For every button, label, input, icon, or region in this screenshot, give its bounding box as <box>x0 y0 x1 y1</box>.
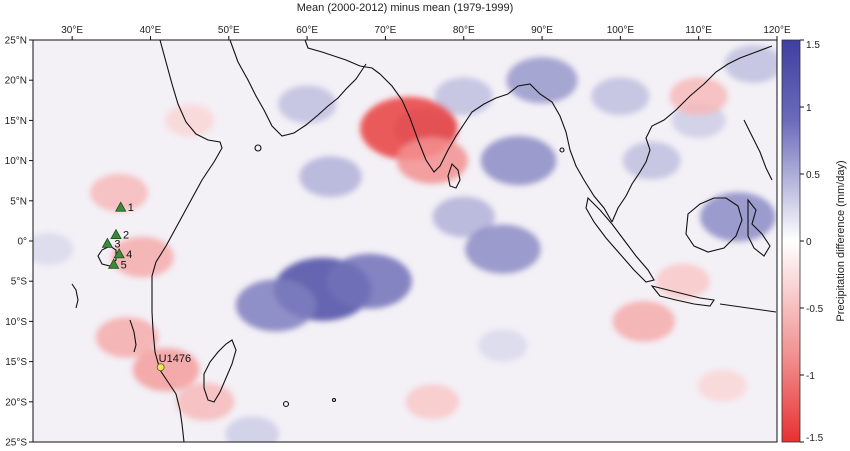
anomaly-cell-6 <box>465 224 541 274</box>
myanmar-coastline <box>507 83 613 223</box>
lat-tick-label: 25°N <box>5 36 27 47</box>
anomaly-cell-13 <box>591 77 650 116</box>
lat-tick-label: 20°S <box>5 397 27 408</box>
lon-tick-label: 60°E <box>296 25 318 36</box>
anomaly-cell-4 <box>278 85 337 124</box>
anomaly-cell-26 <box>612 301 676 342</box>
anomaly-cell-20 <box>396 137 469 184</box>
site-marker-5 <box>107 258 120 269</box>
anomaly-cell-1 <box>235 279 316 332</box>
anomaly-cell-8 <box>506 56 578 104</box>
site-marker-1 <box>115 201 127 212</box>
anomaly-cell-16 <box>478 329 528 362</box>
colorbar-tick-label: 0 <box>806 237 812 248</box>
anomaly-cell-23 <box>95 317 159 358</box>
lon-tick-label: 70°E <box>375 25 397 36</box>
lon-tick-label: 90°E <box>531 25 553 36</box>
anomaly-cell-21 <box>111 236 174 278</box>
anomaly-cell-31 <box>165 104 215 137</box>
site-label: 3 <box>114 238 120 250</box>
site-label: 2 <box>123 230 129 242</box>
anomaly-cell-7 <box>480 136 557 186</box>
lat-tick-label: 15°S <box>5 357 27 368</box>
lesser-sunda <box>719 303 777 313</box>
anomaly-cell-3 <box>299 156 362 198</box>
lat-tick-label: 15°N <box>5 116 27 127</box>
lake-malawi <box>129 319 137 353</box>
java <box>650 285 715 307</box>
lon-tick-label: 50°E <box>218 25 240 36</box>
arabia-coastline <box>229 40 367 137</box>
lat-tick-label: 10°N <box>5 156 27 167</box>
site-marker-3 <box>101 237 114 248</box>
lat-tick-label: 5°S <box>11 277 28 288</box>
borneo <box>685 197 743 253</box>
lat-tick-label: 0° <box>17 237 27 248</box>
latitude-ticks: 25°N 20°N 15°N 10°N 5°N 0° 5°S 10°S 15°S 20°S 25°S <box>5 36 33 449</box>
site-label: 4 <box>126 249 132 261</box>
anomaly-cell-25 <box>176 382 235 421</box>
colorbar-tick-label: 0.5 <box>806 170 820 181</box>
site-label: 1 <box>128 202 134 214</box>
lon-tick-label: 80°E <box>453 25 475 36</box>
colorbar-tick-label: 1 <box>806 103 812 114</box>
malay-peninsula <box>611 45 773 223</box>
colorbar-tick-label: -1.5 <box>806 433 824 444</box>
lon-tick-label: 30°E <box>61 25 83 36</box>
colorbar-tick-label: -1 <box>806 371 815 382</box>
island-andaman <box>559 147 565 153</box>
island-seychelles <box>282 400 290 408</box>
anomaly-cell-2 <box>327 253 412 309</box>
lat-tick-label: 25°S <box>5 438 27 449</box>
iran-coastline <box>304 40 381 75</box>
anomaly-cell-15 <box>724 45 777 84</box>
anomaly-cell-30 <box>697 369 747 402</box>
madagascar <box>203 339 237 403</box>
anomaly-cell-12 <box>622 141 681 180</box>
anomaly-cell-9 <box>434 77 493 116</box>
anomaly-cell-17 <box>225 416 280 442</box>
longitude-ticks: 30°E 40°E 50°E 60°E 70°E 80°E 90°E 100°E 110°E 12… <box>61 25 791 40</box>
colorbar-title: Precipitation difference (mm/day) <box>835 160 847 321</box>
anomaly-cell-24 <box>132 347 200 392</box>
island-socotra <box>254 144 262 152</box>
lat-tick-label: 20°N <box>5 76 27 87</box>
lon-tick-label: 100°E <box>607 25 635 36</box>
lon-tick-label: 120°E <box>763 25 791 36</box>
anomaly-cell-28 <box>669 77 728 116</box>
sumatra <box>585 196 655 283</box>
anomaly-cell-22 <box>90 173 149 212</box>
colorbar <box>781 39 801 443</box>
coastlines <box>71 40 777 442</box>
anomaly-cell-5 <box>432 196 495 238</box>
lat-tick-label: 10°S <box>5 317 27 328</box>
lat-tick-label: 5°N <box>10 196 27 207</box>
site-marker-2 <box>110 228 122 239</box>
philippines <box>743 119 773 181</box>
island-reunion <box>331 397 337 403</box>
colorbar-tick-label: -0.5 <box>806 304 824 315</box>
lon-tick-label: 40°E <box>140 25 162 36</box>
sulawesi <box>747 198 771 257</box>
site-marker-4 <box>113 248 125 259</box>
site-marker-U1476 <box>156 363 165 372</box>
site-label: 5 <box>121 259 127 271</box>
anomaly-cell-18 <box>33 232 74 266</box>
sri-lanka <box>447 162 461 189</box>
colorbar-ticks: 1.5 1 0.5 0 -0.5 -1 -1.5 <box>800 39 824 444</box>
site-label: U1476 <box>159 353 191 365</box>
anomaly-cell-29 <box>405 384 460 420</box>
colorbar-tick-label: 1.5 <box>806 40 820 51</box>
africa-coastline <box>151 40 223 442</box>
india-coastline <box>379 73 509 173</box>
map-title: Mean (2000-2012) minus mean (1979-1999) <box>297 2 513 14</box>
lake-tanganyika <box>71 283 79 309</box>
lon-tick-label: 110°E <box>685 25 712 36</box>
